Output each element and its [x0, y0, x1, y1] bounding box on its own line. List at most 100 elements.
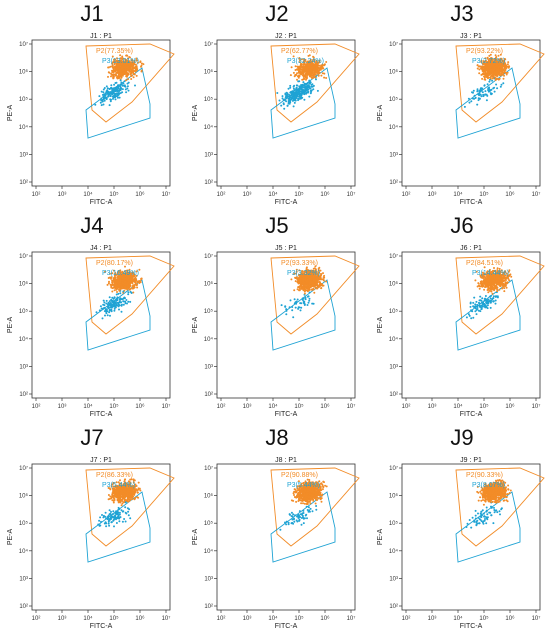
event-point-p2: [121, 69, 124, 72]
event-point-p3: [475, 309, 478, 311]
event-point-p2: [128, 62, 130, 65]
event-point-p3: [303, 98, 306, 101]
gate-p2-label: P2(80.17%): [96, 260, 133, 267]
event-point-p2: [491, 71, 494, 74]
event-point-p2: [110, 284, 113, 287]
event-point-p2: [497, 70, 499, 73]
event-point-p2: [117, 60, 120, 63]
event-point-p2: [491, 292, 494, 295]
event-point-p2: [505, 286, 508, 289]
event-point-p2: [115, 481, 118, 484]
event-point-p3: [105, 299, 108, 302]
x-tick-label: 10⁴: [83, 615, 93, 622]
event-point-p2: [313, 76, 316, 79]
event-point-p2: [122, 275, 125, 278]
event-point-p2: [313, 60, 316, 63]
event-point-p2: [131, 287, 134, 290]
event-point-p2: [130, 78, 133, 80]
event-point-p2: [130, 75, 133, 77]
event-point-p2: [495, 63, 498, 66]
event-point-p2: [128, 498, 131, 501]
event-point-p3: [121, 91, 124, 94]
chart-panel-j3: J3 J3 : P1 10² 10³ 10⁴ 10⁵ 10⁶ 10⁷ 10⁷ 10⁶ 10⁵ 10⁴ 1…: [370, 0, 554, 212]
x-tick-label: 10⁴: [268, 403, 278, 410]
event-point-p2: [306, 61, 309, 64]
event-point-p2: [474, 279, 477, 282]
event-point-p2: [502, 276, 505, 279]
y-axis-label: PE-A: [377, 105, 384, 122]
event-point-p2: [292, 55, 295, 58]
plot-frame: [216, 39, 356, 187]
y-tick-label: 10⁶: [19, 281, 29, 288]
event-point-p2: [301, 271, 303, 274]
event-point-p2: [323, 72, 326, 75]
event-point-p2: [484, 59, 487, 62]
event-point-p3: [468, 101, 471, 104]
event-point-p3: [115, 81, 118, 84]
event-point-p2: [116, 284, 119, 287]
event-point-p2: [135, 270, 138, 273]
x-tick-label: 10⁷: [347, 191, 356, 198]
event-point-p3: [301, 88, 304, 91]
y-tick-label: 10⁵: [204, 308, 214, 315]
event-point-p3: [478, 304, 481, 307]
event-point-p2: [500, 282, 503, 285]
chart-title: J7: [80, 425, 104, 450]
event-point-p2: [112, 501, 115, 504]
event-point-p3: [291, 99, 294, 102]
event-point-p2: [113, 274, 116, 277]
event-point-p3: [488, 88, 491, 91]
y-tick-label: 10⁴: [19, 548, 29, 555]
event-point-p2: [490, 75, 492, 78]
event-point-p2: [500, 269, 503, 272]
event-point-p3: [300, 92, 303, 95]
event-point-p2: [125, 70, 128, 73]
event-point-p3: [489, 92, 492, 95]
event-point-p2: [110, 485, 113, 488]
event-point-p2: [495, 61, 498, 64]
event-point-p2: [496, 74, 499, 77]
event-point-p3: [289, 91, 292, 94]
event-point-p3: [486, 83, 489, 86]
event-point-p2: [312, 74, 314, 77]
event-point-p2: [302, 73, 305, 76]
event-point-p2: [300, 58, 303, 61]
event-point-p3: [297, 98, 300, 101]
event-point-p3: [305, 92, 308, 95]
event-point-p3: [295, 87, 298, 90]
plot-frame: [401, 39, 541, 187]
event-point-p2: [489, 65, 492, 68]
event-point-p3: [311, 83, 314, 86]
event-point-p3: [298, 91, 301, 94]
event-point-p2: [121, 502, 124, 505]
chart-title: J3: [450, 1, 474, 26]
event-point-p2: [482, 72, 484, 75]
event-point-p2: [481, 271, 484, 274]
event-point-p2: [113, 58, 115, 61]
event-point-p2: [476, 64, 479, 67]
event-point-p2: [313, 58, 316, 61]
event-point-p3: [476, 303, 479, 306]
event-point-p2: [491, 68, 494, 71]
event-point-p3: [496, 87, 499, 90]
event-point-p3: [469, 305, 472, 308]
event-point-p3: [484, 93, 487, 96]
event-point-p2: [134, 63, 137, 66]
event-point-p2: [318, 64, 321, 67]
y-tick-label: 10⁴: [204, 336, 214, 343]
chart-subtitle: J1 : P1: [90, 33, 112, 40]
event-point-p3: [102, 88, 105, 91]
event-point-p3: [481, 91, 484, 94]
event-point-p2: [478, 68, 481, 71]
event-point-p2: [308, 62, 311, 65]
event-point-p2: [306, 276, 309, 279]
event-point-p3: [105, 308, 108, 311]
event-point-p2: [507, 61, 510, 64]
event-point-p3: [121, 298, 124, 301]
event-point-p3: [304, 86, 307, 88]
event-point-p3: [483, 84, 486, 87]
event-point-p2: [310, 284, 313, 287]
event-point-p2: [485, 64, 488, 67]
event-point-p3: [312, 84, 315, 87]
